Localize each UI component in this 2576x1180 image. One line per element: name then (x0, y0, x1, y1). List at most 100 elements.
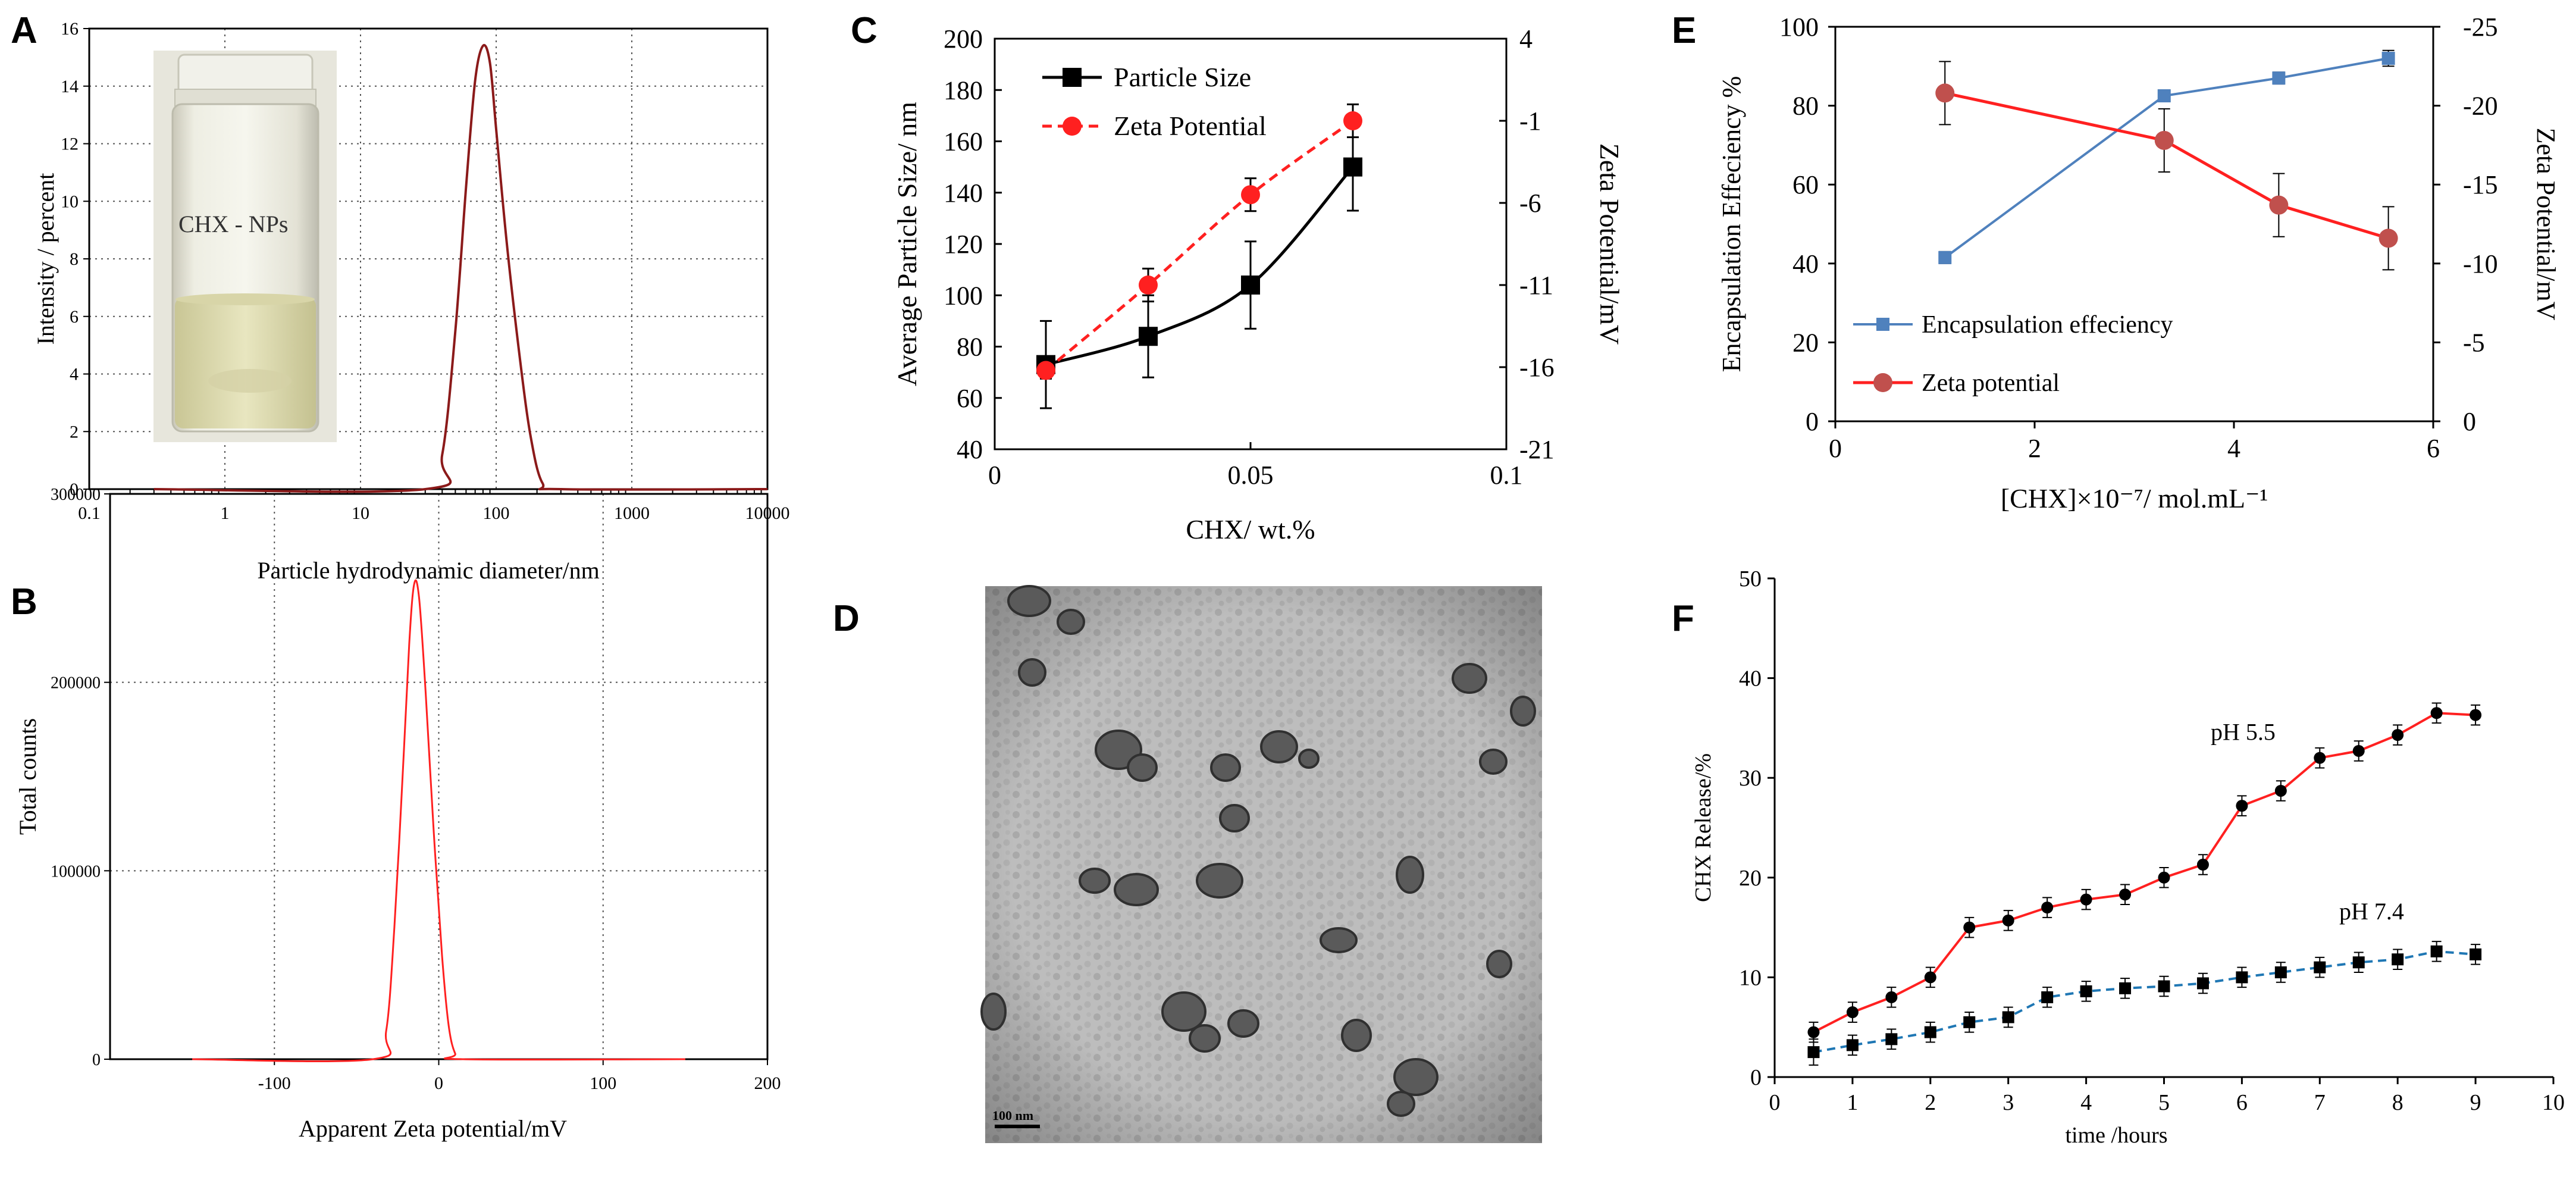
panel-letter-b: B (11, 581, 37, 622)
y-tick-label: 60 (1792, 170, 1819, 199)
y-tick-label: 40 (1792, 249, 1819, 278)
data-point (2314, 752, 2326, 764)
y-tick-label: 30 (1739, 766, 1762, 791)
y2-tick-label: -6 (1519, 189, 1541, 218)
y-tick-label: 12 (61, 134, 79, 154)
x-tick-label: 100 (590, 1073, 616, 1093)
x-tick-label: 100 (483, 503, 510, 523)
data-point (1139, 276, 1158, 295)
data-point (2392, 953, 2404, 966)
data-point (2352, 956, 2365, 969)
y-tick-label: 160 (944, 127, 983, 157)
x-axis-label: CHX/ wt.% (1186, 514, 1315, 544)
y2-tick-label: -20 (2463, 92, 2498, 121)
y-tick-label: 200 (944, 24, 983, 54)
data-point (2154, 130, 2174, 150)
x-tick-label: 8 (2392, 1090, 2403, 1115)
y-tick-label: 20 (1792, 328, 1819, 357)
y-tick-label: 40 (957, 435, 983, 464)
y-axis-label: CHX Release/% (1691, 753, 1716, 902)
legend-marker (1873, 373, 1892, 392)
x-tick-label: 10 (352, 503, 369, 523)
data-point (2274, 966, 2287, 979)
annotation-ph-5-5: pH 5.5 (2211, 719, 2276, 746)
y-tick-label: 100000 (51, 862, 101, 881)
x-tick-label: 1 (221, 503, 230, 523)
data-point (1343, 111, 1362, 130)
y2-tick-label: -1 (1519, 107, 1541, 136)
data-point (1963, 921, 1976, 934)
data-point (2430, 945, 2443, 957)
x-tick-label: 6 (2236, 1090, 2248, 1115)
plot-frame (1834, 26, 2434, 422)
x-tick-label: -100 (258, 1073, 291, 1093)
panel-letter-e: E (1672, 10, 1696, 51)
scale-bar-label: 100 nm (992, 1108, 1033, 1123)
y-tick-label: 140 (944, 179, 983, 208)
x-tick-label: 7 (2314, 1090, 2326, 1115)
x-tick-label: 0.1 (1490, 461, 1523, 490)
y-tick-label: 14 (61, 77, 79, 96)
data-point (2157, 89, 2171, 103)
series-line-encapsulation (1944, 57, 2389, 259)
series-line-size-distribution (153, 43, 768, 493)
panel-letter-d: D (833, 598, 860, 639)
y-tick-label: 20 (1739, 866, 1762, 891)
y-tick-label: 50 (1739, 566, 1762, 591)
data-point (1846, 1006, 1859, 1019)
x-tick-label: 4 (2227, 434, 2240, 463)
y-axis-label: Encapsulation Effeciency % (1717, 76, 1746, 373)
vial-photo: CHX - NPs (153, 51, 337, 442)
series-line-zeta-potential (1944, 91, 2389, 240)
data-point (2196, 977, 2209, 990)
legend-label: Particle Size (1114, 62, 1251, 92)
y-tick-label: 300000 (51, 486, 101, 504)
x-tick-label: 0 (1829, 434, 1842, 463)
data-point (2274, 784, 2287, 797)
data-point (2269, 195, 2289, 215)
y-axis-label: Average Particle Size/ nm (892, 102, 922, 386)
y-tick-label: 0 (1806, 407, 1819, 436)
legend-marker (1063, 68, 1082, 87)
y-tick-label: 8 (70, 249, 79, 269)
y-tick-label: 0 (92, 1051, 101, 1069)
y-tick-label: 80 (1792, 92, 1819, 121)
chart-c-size-zeta-vs-chx: 0 0.05 0.1 40 60 80 100 120 140 160 180 200 -21 -16 -1… (892, 24, 1625, 544)
panel-letter-f: F (1672, 598, 1694, 639)
data-point (2430, 707, 2443, 719)
x-tick-label: 1000 (614, 503, 650, 523)
data-point (2381, 52, 2395, 65)
data-point (1924, 971, 1936, 984)
data-point (2041, 902, 2054, 914)
y-tick-label: 80 (957, 333, 983, 362)
x-tick-label: 9 (2470, 1090, 2481, 1115)
chart-f-release: 0 1 2 3 4 5 6 7 8 9 10 0 10 20 30 40 50 pH 5.5 pH 7.4 time … (1691, 566, 2565, 1148)
x-tick-label: 0.1 (78, 503, 101, 523)
data-point (2236, 800, 2248, 812)
data-point (1241, 276, 1260, 295)
y2-tick-label: -15 (2463, 170, 2498, 199)
x-tick-label: 0 (988, 461, 1001, 490)
data-point (1807, 1046, 1820, 1059)
series-line-ph-5-5 (1813, 712, 2476, 1034)
x-tick-label: 1 (1847, 1090, 1858, 1115)
y2-axis-label: Zeta Potential/mV (1594, 143, 1625, 345)
data-point (2002, 914, 2014, 927)
annotation-ph-7-4: pH 7.4 (2339, 898, 2404, 925)
y-tick-label: 180 (944, 76, 983, 105)
y-tick-label: 0 (70, 480, 79, 499)
y2-tick-label: -11 (1519, 271, 1553, 300)
x-axis-label: Apparent Zeta potential/mV (299, 1115, 567, 1142)
x-tick-label: 0 (1769, 1090, 1781, 1115)
data-point (2352, 744, 2365, 757)
legend-marker (1876, 318, 1889, 331)
data-point (2119, 982, 2132, 994)
y-tick-label: 100 (944, 281, 983, 310)
series-line-zeta-potential (1045, 119, 1354, 372)
y-tick-label: 60 (957, 384, 983, 413)
panel-letter-a: A (11, 10, 37, 51)
tem-micrograph: 100 nm (980, 585, 1542, 1143)
data-point (1963, 1016, 1976, 1028)
x-tick-label: 0.05 (1228, 461, 1274, 490)
